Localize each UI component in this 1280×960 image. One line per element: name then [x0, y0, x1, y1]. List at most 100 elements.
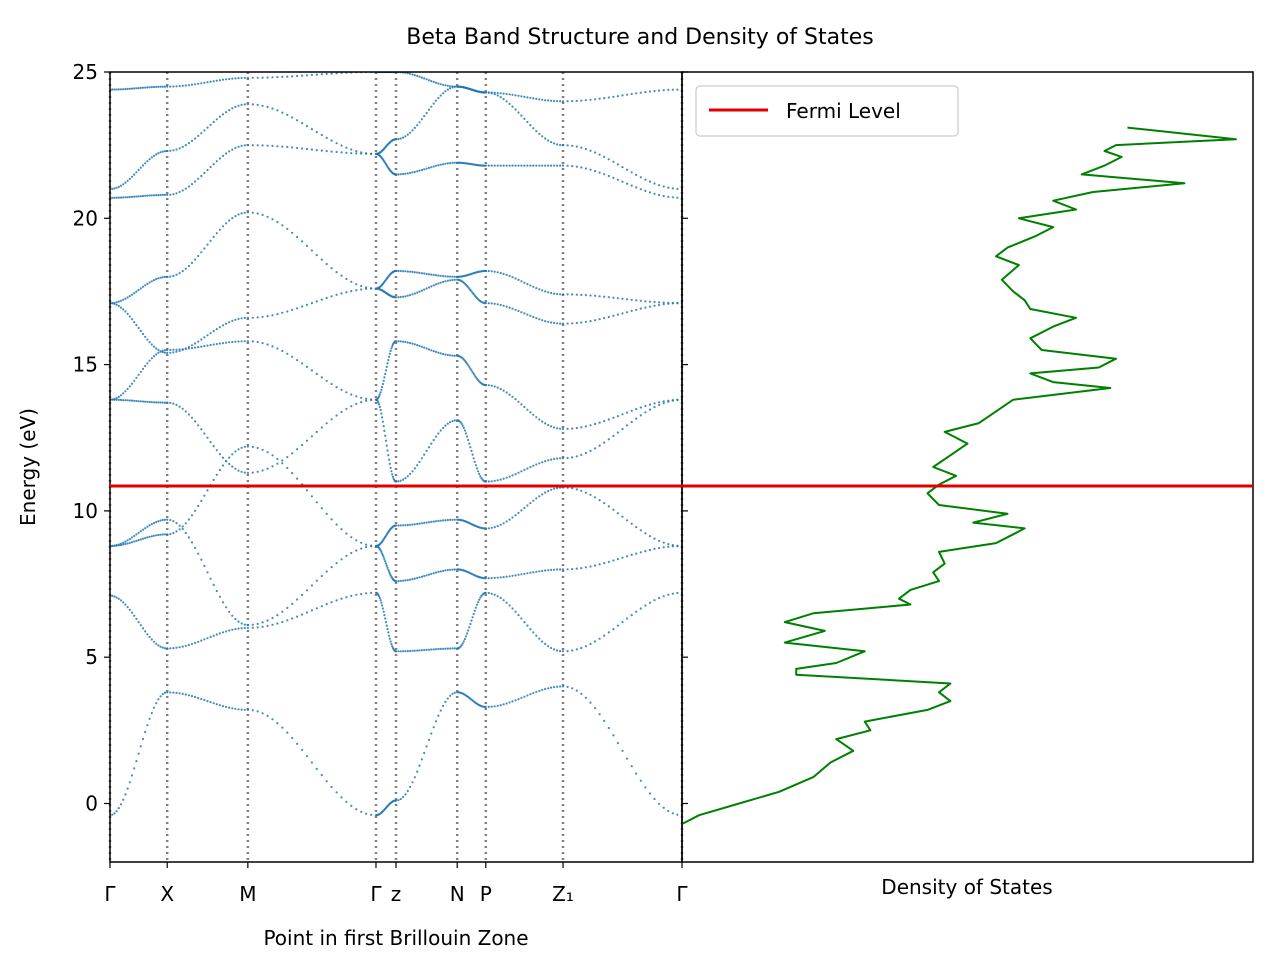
band-point — [124, 540, 127, 543]
band-point — [437, 647, 440, 651]
band-point — [175, 530, 178, 533]
band-point — [556, 292, 559, 296]
band-point — [635, 408, 638, 411]
band-point — [150, 535, 153, 538]
band-point — [144, 194, 147, 197]
band-point — [451, 518, 454, 521]
band-point — [181, 525, 184, 528]
band-point — [404, 793, 407, 796]
band-point — [389, 349, 392, 353]
band-point — [384, 372, 387, 376]
band-point — [335, 293, 338, 296]
band-point — [653, 537, 656, 540]
band-x-axis-label: Point in first Brillouin Zone — [263, 926, 528, 950]
band-point — [128, 195, 131, 199]
band-point — [409, 785, 412, 789]
band-point — [437, 351, 440, 354]
band-point — [496, 479, 499, 482]
band-point — [181, 407, 184, 410]
band-point — [461, 642, 464, 645]
band-point — [155, 85, 158, 88]
band-point — [648, 601, 652, 604]
band-point — [206, 436, 209, 439]
band-point — [626, 617, 629, 620]
band-point — [630, 553, 633, 557]
band-point — [425, 648, 428, 652]
band-point — [391, 473, 394, 476]
band-point — [291, 617, 294, 620]
band-point — [388, 352, 391, 355]
band-point — [607, 631, 610, 634]
band-point — [215, 79, 218, 82]
band-point — [523, 695, 526, 698]
band-point — [203, 638, 206, 641]
band-point — [404, 295, 407, 298]
band-point — [340, 528, 343, 531]
band-point — [676, 302, 679, 305]
band-point — [538, 288, 541, 291]
band-point — [296, 146, 299, 150]
band-point — [119, 599, 123, 602]
band-point — [402, 795, 405, 799]
band-point — [538, 98, 541, 101]
band-points — [110, 72, 682, 817]
band-point — [474, 464, 477, 467]
band-point — [152, 355, 156, 358]
band-point — [218, 632, 221, 635]
band-point — [172, 149, 175, 152]
band-point — [514, 699, 517, 702]
band-point — [237, 708, 240, 711]
band-point — [517, 111, 520, 114]
band-point — [190, 642, 194, 646]
band-point — [630, 92, 633, 96]
band-point — [117, 807, 120, 810]
band-point — [453, 419, 456, 422]
band-point — [296, 235, 299, 239]
band-point — [425, 78, 428, 81]
band-point — [385, 444, 388, 447]
band-point — [133, 379, 136, 382]
band-point — [218, 79, 221, 82]
band-point — [556, 143, 559, 146]
band-point — [271, 107, 274, 110]
band-point — [157, 698, 160, 701]
band-point — [559, 685, 562, 688]
band-point — [148, 524, 151, 527]
band-point — [117, 196, 120, 199]
band-point — [152, 521, 156, 525]
band-point — [453, 85, 456, 88]
band-point — [444, 647, 447, 650]
band-point — [411, 73, 414, 76]
band-point — [635, 552, 638, 555]
band-point — [184, 267, 187, 270]
band-point — [520, 696, 523, 700]
band-point — [152, 85, 156, 89]
band-point — [427, 79, 431, 82]
band-point — [404, 340, 407, 344]
band-point — [166, 533, 169, 536]
band-point — [432, 102, 435, 105]
band-point — [430, 80, 433, 83]
band-point — [508, 102, 511, 105]
band-point — [517, 164, 520, 167]
band-point — [493, 576, 496, 580]
band-point — [630, 409, 633, 412]
band-point — [566, 293, 569, 296]
band-point — [115, 544, 118, 547]
band-point — [187, 694, 190, 697]
band-point — [416, 124, 419, 127]
band-point — [184, 347, 187, 350]
band-point — [571, 165, 574, 168]
band-point — [365, 543, 368, 546]
band-point — [305, 365, 309, 368]
band-point — [146, 536, 149, 539]
band-point — [169, 519, 172, 522]
band-point — [418, 75, 421, 78]
band-point — [152, 401, 156, 404]
band-point — [315, 300, 318, 303]
band-point — [261, 625, 264, 628]
band-point — [444, 569, 447, 572]
band-point — [194, 83, 197, 86]
band-point — [514, 398, 517, 401]
band-point — [124, 181, 127, 184]
